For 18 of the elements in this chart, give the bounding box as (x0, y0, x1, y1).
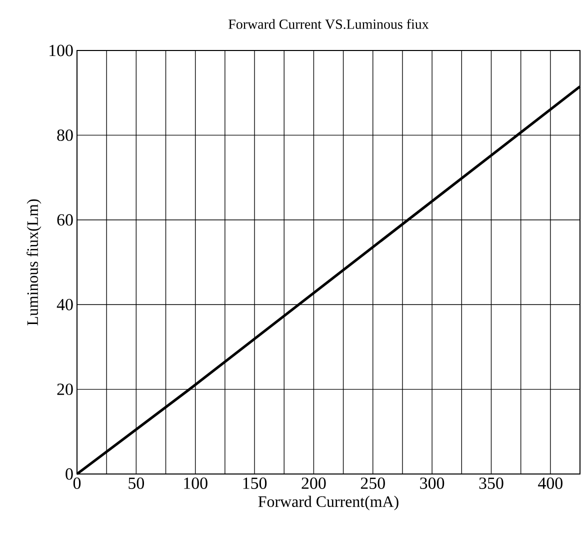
y-tick-label: 40 (56, 298, 73, 310)
y-tick-label: 100 (50, 44, 73, 56)
chart-title: Forward Current VS.Luminous fiux (228, 18, 429, 30)
y-tick-label: 20 (57, 384, 73, 396)
x-tick-label: 300 (420, 478, 444, 489)
x-tick-label: 50 (128, 478, 144, 489)
x-tick-label: 0 (73, 478, 81, 489)
y-tick-label: 60 (57, 214, 73, 226)
y-axis-title: Luminous fiux(Lm) (26, 199, 42, 326)
y-tick-label: 80 (57, 129, 73, 141)
x-tick-label: 400 (538, 478, 562, 489)
x-tick-label: 200 (302, 478, 326, 489)
x-tick-label: 150 (243, 478, 267, 489)
x-tick-label: 350 (479, 478, 504, 489)
x-tick-label: 250 (360, 478, 385, 489)
y-tick-label: 0 (66, 468, 73, 480)
x-axis-title: Forward Current(mA) (258, 496, 398, 510)
x-tick-label: 100 (184, 478, 208, 489)
